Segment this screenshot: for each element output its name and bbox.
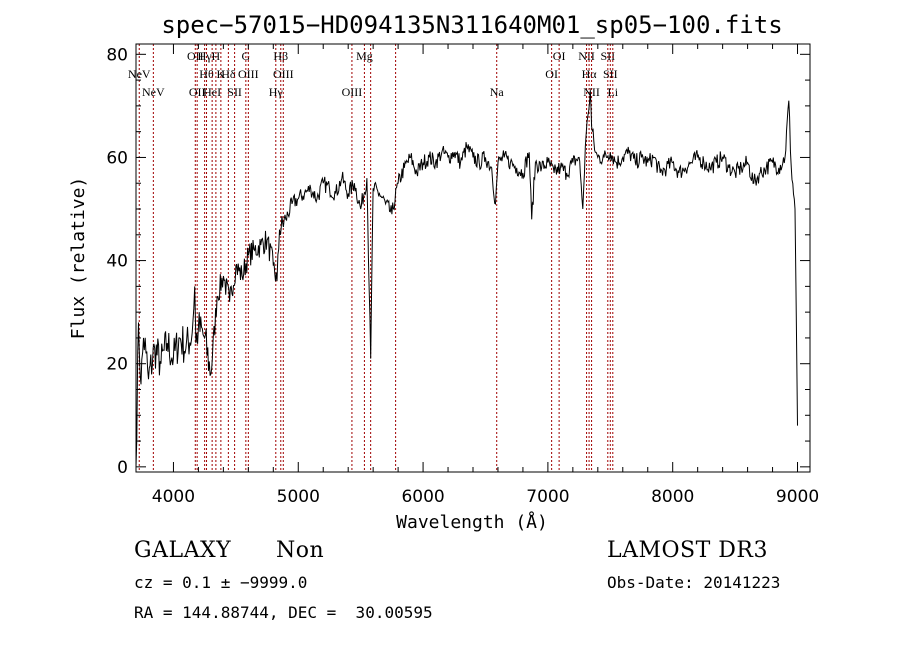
- line-label-26: SII: [600, 49, 615, 63]
- line-label-12: OIII: [238, 67, 259, 81]
- x-tick-label: 7000: [526, 487, 569, 507]
- obs-date: Obs-Date: 20141223: [607, 573, 781, 592]
- redshift-readout: cz = 0.1 ± −9999.0: [134, 573, 308, 592]
- x-axis-label: Wavelength (Å): [396, 511, 548, 533]
- line-label-11: G: [242, 49, 251, 63]
- plot-frame: [135, 43, 811, 473]
- line-label-1: NeV: [142, 85, 165, 99]
- y-axis-label: Flux (relative): [68, 177, 89, 340]
- spectral-line-markers: NeVNeVOIIOIIHγHθHeIHKHδSIIGOIIIHγHβOIIIO…: [128, 44, 619, 472]
- y-tick-label: 20: [106, 355, 128, 375]
- line-label-22: OI: [553, 49, 566, 63]
- object-class: GALAXY: [134, 538, 232, 563]
- line-label-21: OI: [545, 67, 558, 81]
- x-tick-label: 8000: [651, 487, 694, 507]
- object-subclass: Non: [276, 538, 325, 563]
- x-tick-label: 6000: [401, 487, 444, 507]
- line-label-25: NII: [583, 85, 600, 99]
- line-label-3: OII: [189, 85, 206, 99]
- line-label-0: NeV: [128, 67, 151, 81]
- line-label-9: Hδ: [221, 67, 236, 81]
- chart-title: spec−57015−HD094135N311640M01_sp05−100.f…: [161, 11, 782, 39]
- line-label-5: Hθ: [199, 67, 214, 81]
- ra-dec-readout: RA = 144.88744, DEC = 30.00595: [134, 603, 433, 622]
- axis-ticks: 4000 5000 6000 7000 8000 9000 0 20 40 60 80: [106, 44, 819, 507]
- y-tick-label: 80: [106, 45, 128, 65]
- line-label-20: Na: [490, 85, 505, 99]
- line-label-7: H: [212, 49, 221, 63]
- spectrum-series: [135, 90, 798, 467]
- line-label-28: Li: [607, 85, 618, 99]
- line-label-17: Mg: [356, 49, 373, 63]
- spectrum-line: [135, 90, 798, 467]
- line-label-14: Hβ: [273, 49, 288, 63]
- line-label-15: OIII: [273, 67, 294, 81]
- line-label-2: OII: [187, 49, 204, 63]
- line-label-23: NII: [578, 49, 595, 63]
- line-label-6: HeI: [203, 85, 221, 99]
- line-label-4: Hγ: [198, 49, 213, 63]
- y-tick-label: 0: [117, 458, 128, 478]
- line-label-16: OIII: [342, 85, 363, 99]
- line-label-10: SII: [227, 85, 242, 99]
- x-tick-label: 4000: [152, 487, 195, 507]
- y-tick-label: 60: [106, 148, 128, 168]
- y-tick-label: 40: [106, 252, 128, 272]
- line-label-13: Hγ: [269, 85, 284, 99]
- line-label-8: K: [217, 67, 226, 81]
- x-tick-label: 9000: [776, 487, 819, 507]
- line-label-27: SII: [603, 67, 618, 81]
- survey-name: LAMOST DR3: [607, 538, 768, 563]
- x-tick-label: 5000: [277, 487, 320, 507]
- line-label-24: Hα: [582, 67, 598, 81]
